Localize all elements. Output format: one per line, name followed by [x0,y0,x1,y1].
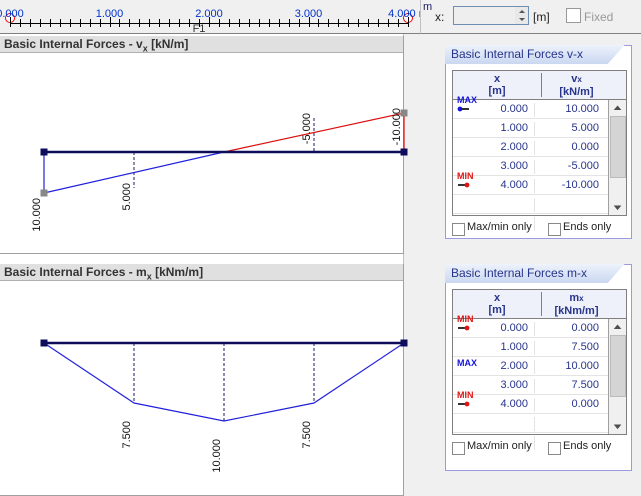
svg-text:-5.000: -5.000 [301,113,313,144]
svg-text:5.000: 5.000 [121,183,133,211]
svg-text:-10.000: -10.000 [391,108,403,145]
svg-text:7.500: 7.500 [301,421,313,449]
svg-text:7.500: 7.500 [121,421,133,449]
svg-text:10.000: 10.000 [211,439,223,473]
svg-text:10.000: 10.000 [31,198,43,232]
